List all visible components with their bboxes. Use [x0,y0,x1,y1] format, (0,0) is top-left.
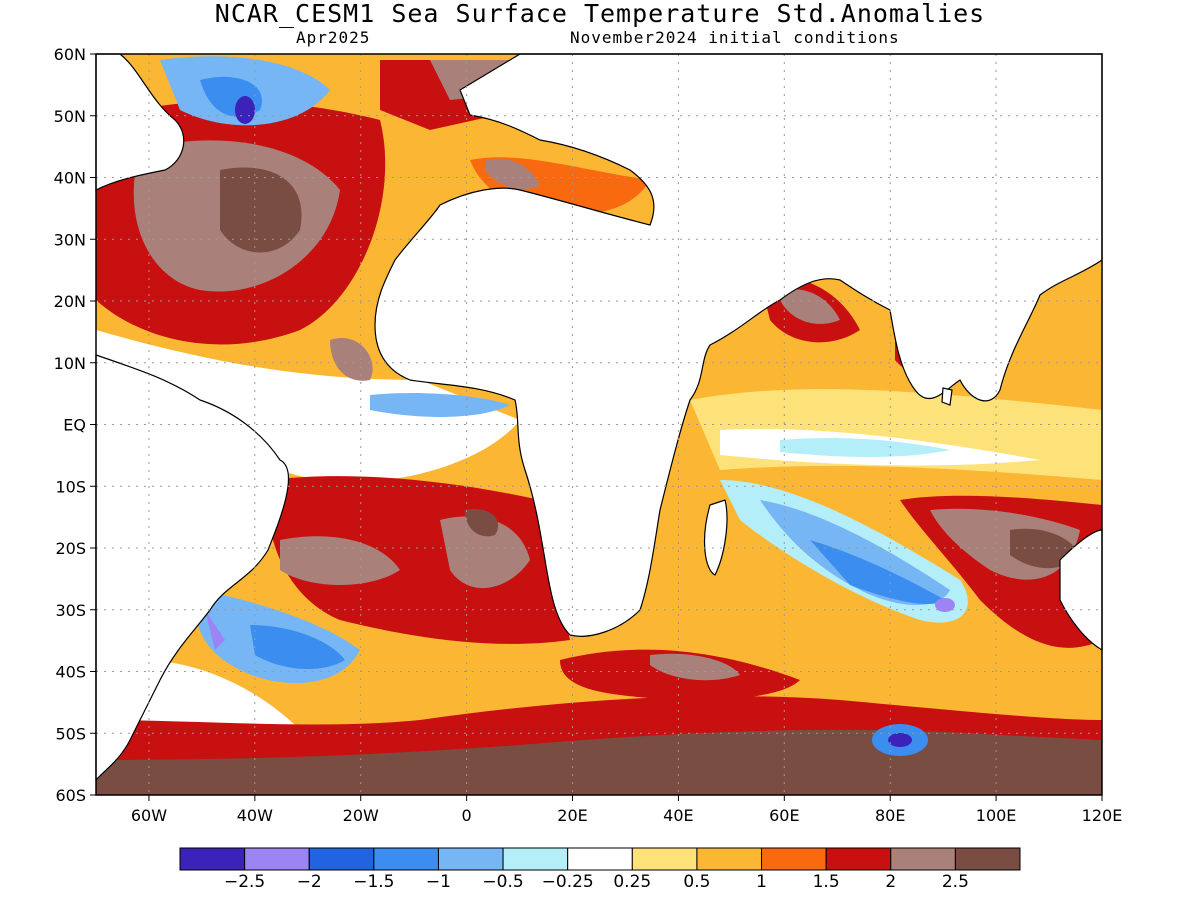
colorbar-label: −2.5 [223,872,266,892]
forecast-month: Apr2025 [296,28,371,47]
lon-tick-label: 80E [875,806,905,825]
colorbar-swatch [631,847,698,871]
lat-tick-label: 50N [54,107,86,126]
colorbar-swatch [761,847,827,871]
colorbar-swatch [825,847,892,871]
lon-tick-label: 20E [557,806,587,825]
colorbar-label: 2 [885,872,897,892]
colorbar-swatch [308,847,375,871]
lon-tick-label: 20W [343,806,379,825]
colorbar-label: 0.5 [683,872,711,892]
lat-tick-label: 40S [55,663,86,682]
lat-axis: 60N 50N 40N 30N 20N 10N EQ 10S 20S 30S 40S 50S 60S [54,45,96,805]
lon-tick-label: 120E [1082,806,1123,825]
colorbar-swatch [567,847,633,871]
lat-tick-label: 20N [54,292,86,311]
map-title: NCAR_CESM1 Sea Surface Temperature Std.A… [214,0,986,28]
lon-tick-label: 60W [131,806,167,825]
colorbar-label: −0.5 [482,872,524,892]
lat-tick-label: 50S [55,724,86,743]
colorbar-label: 1 [756,872,767,892]
graticule [96,54,1103,795]
colorbar-label: 0.25 [613,872,652,892]
lat-tick-label: 40N [54,169,86,188]
colorbar-swatch [437,847,504,871]
colorbar-swatch [890,847,956,871]
colorbar-swatch [696,847,763,871]
colorbar-label: −0.25 [541,872,594,892]
colorbar-label: 2.5 [941,872,969,892]
lat-tick-label: 10S [55,477,86,496]
colorbar-label: −1 [425,872,451,892]
lon-tick-label: 0 [462,806,472,825]
colorbar-swatch [179,847,246,871]
colorbar-swatch [244,847,310,871]
lat-tick-label: 60N [54,45,86,64]
initial-conditions-label: November2024 initial conditions [570,28,900,47]
lon-tick-label: 60E [769,806,799,825]
lat-tick-label: EQ [63,416,86,435]
colorbar-swatch [502,847,569,871]
lon-tick-label: 40E [663,806,693,825]
land-masses [95,53,1103,782]
lat-tick-label: 10N [54,354,86,373]
colorbar-label: −1.5 [353,872,395,892]
colorbar-label: 1.5 [812,872,840,892]
lat-tick-label: 30S [55,601,86,620]
colorbar-swatch [954,847,1021,871]
colorbar-label: −2 [296,872,322,892]
lat-tick-label: 60S [55,786,86,805]
lon-tick-label: 100E [976,806,1017,825]
lon-tick-label: 40W [237,806,273,825]
lon-axis: 60W 40W 20W 0 20E 40E 60E 80E 100E 120E [131,795,1122,825]
colorbar [179,847,1021,871]
colorbar-swatch [373,847,439,871]
lat-tick-label: 20S [55,539,86,558]
lat-tick-label: 30N [54,230,86,249]
